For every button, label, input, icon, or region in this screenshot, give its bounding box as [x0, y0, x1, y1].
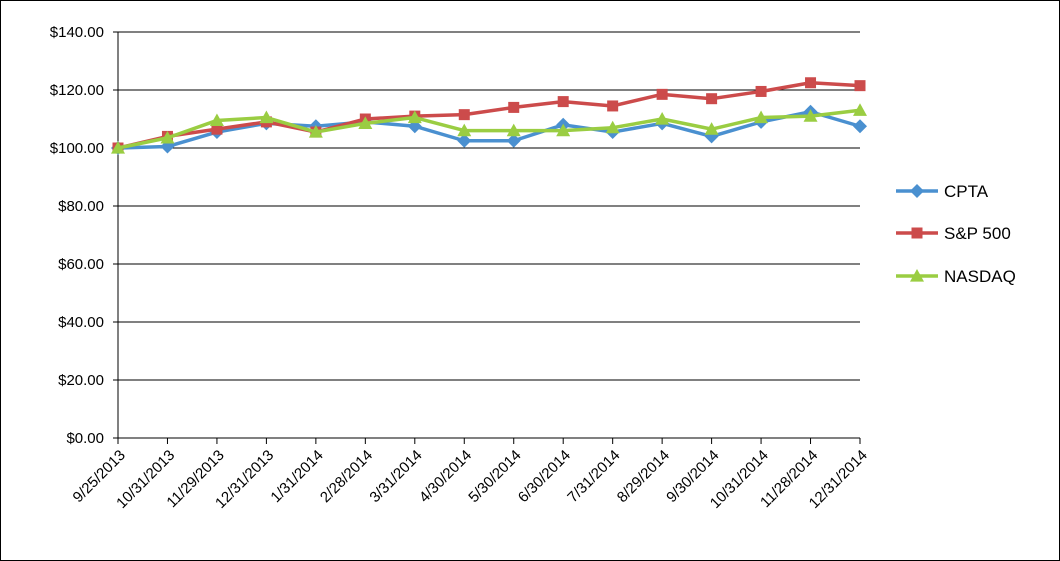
- data-point: [910, 269, 924, 282]
- legend-label: S&P 500: [944, 224, 1011, 243]
- data-point: [803, 109, 818, 122]
- x-tick-label: 3/31/2014: [366, 447, 425, 506]
- x-tick-label: 5/30/2014: [465, 447, 524, 506]
- y-tick-label: $20.00: [58, 372, 104, 389]
- data-point: [557, 96, 569, 108]
- data-point: [910, 184, 924, 198]
- data-point: [605, 120, 620, 134]
- x-tick-label: 8/29/2014: [614, 447, 673, 506]
- data-point: [853, 119, 867, 134]
- data-point: [458, 109, 470, 121]
- series-line: [117, 108, 861, 150]
- legend: CPTA S&P 500 NASDAQ: [896, 182, 1016, 286]
- legend-item: NASDAQ: [896, 267, 1016, 286]
- data-point: [656, 88, 668, 100]
- axes: [117, 32, 860, 439]
- data-point: [111, 141, 125, 154]
- data-point: [209, 113, 224, 127]
- legend-item: S&P 500: [896, 224, 1011, 243]
- y-axis-ticks: $0.00 $20.00 $40.00 $60.00 $80.00 $100.00 $120…: [50, 24, 118, 447]
- x-tick-label: 7/31/2014: [564, 447, 623, 506]
- data-point: [854, 80, 866, 92]
- data-point: [655, 112, 670, 125]
- legend-item: CPTA: [896, 182, 989, 201]
- y-tick-label: $80.00: [58, 198, 104, 215]
- data-point: [853, 103, 867, 116]
- data-point: [704, 122, 719, 135]
- legend-label: NASDAQ: [944, 267, 1016, 286]
- series-group: [111, 77, 867, 155]
- data-point: [911, 227, 923, 239]
- data-point: [506, 133, 521, 148]
- data-point: [556, 123, 571, 137]
- data-point: [358, 116, 373, 129]
- y-tick-label: $60.00: [58, 256, 104, 273]
- data-point: [754, 110, 769, 124]
- legend-label: CPTA: [944, 182, 989, 201]
- data-point: [506, 123, 521, 137]
- data-point: [211, 123, 223, 135]
- data-point: [508, 101, 520, 113]
- y-tick-label: $140.00: [50, 24, 104, 41]
- data-point: [706, 93, 718, 105]
- y-tick-label: $0.00: [66, 430, 104, 447]
- data-point: [259, 110, 274, 124]
- gridlines: [118, 31, 860, 381]
- data-point: [160, 130, 175, 144]
- series-nasdaq: [111, 103, 867, 154]
- data-point: [407, 110, 422, 124]
- series-line: [117, 110, 861, 150]
- x-tick-label: 6/30/2014: [515, 447, 574, 506]
- y-tick-label: $40.00: [58, 314, 104, 331]
- y-tick-label: $100.00: [50, 140, 104, 157]
- data-point: [457, 133, 472, 148]
- data-point: [308, 125, 323, 138]
- x-tick-label: 2/28/2014: [317, 447, 376, 506]
- x-tick-label: 4/30/2014: [416, 447, 475, 506]
- data-point: [607, 100, 619, 112]
- y-tick-label: $120.00: [50, 82, 104, 99]
- data-point: [805, 77, 817, 89]
- data-point: [457, 123, 472, 137]
- x-axis-ticks: 9/25/201310/31/201311/29/201312/31/20131…: [70, 438, 871, 512]
- series-line: [117, 81, 861, 150]
- data-point: [755, 85, 767, 97]
- x-tick-label: 1/31/2014: [267, 447, 326, 506]
